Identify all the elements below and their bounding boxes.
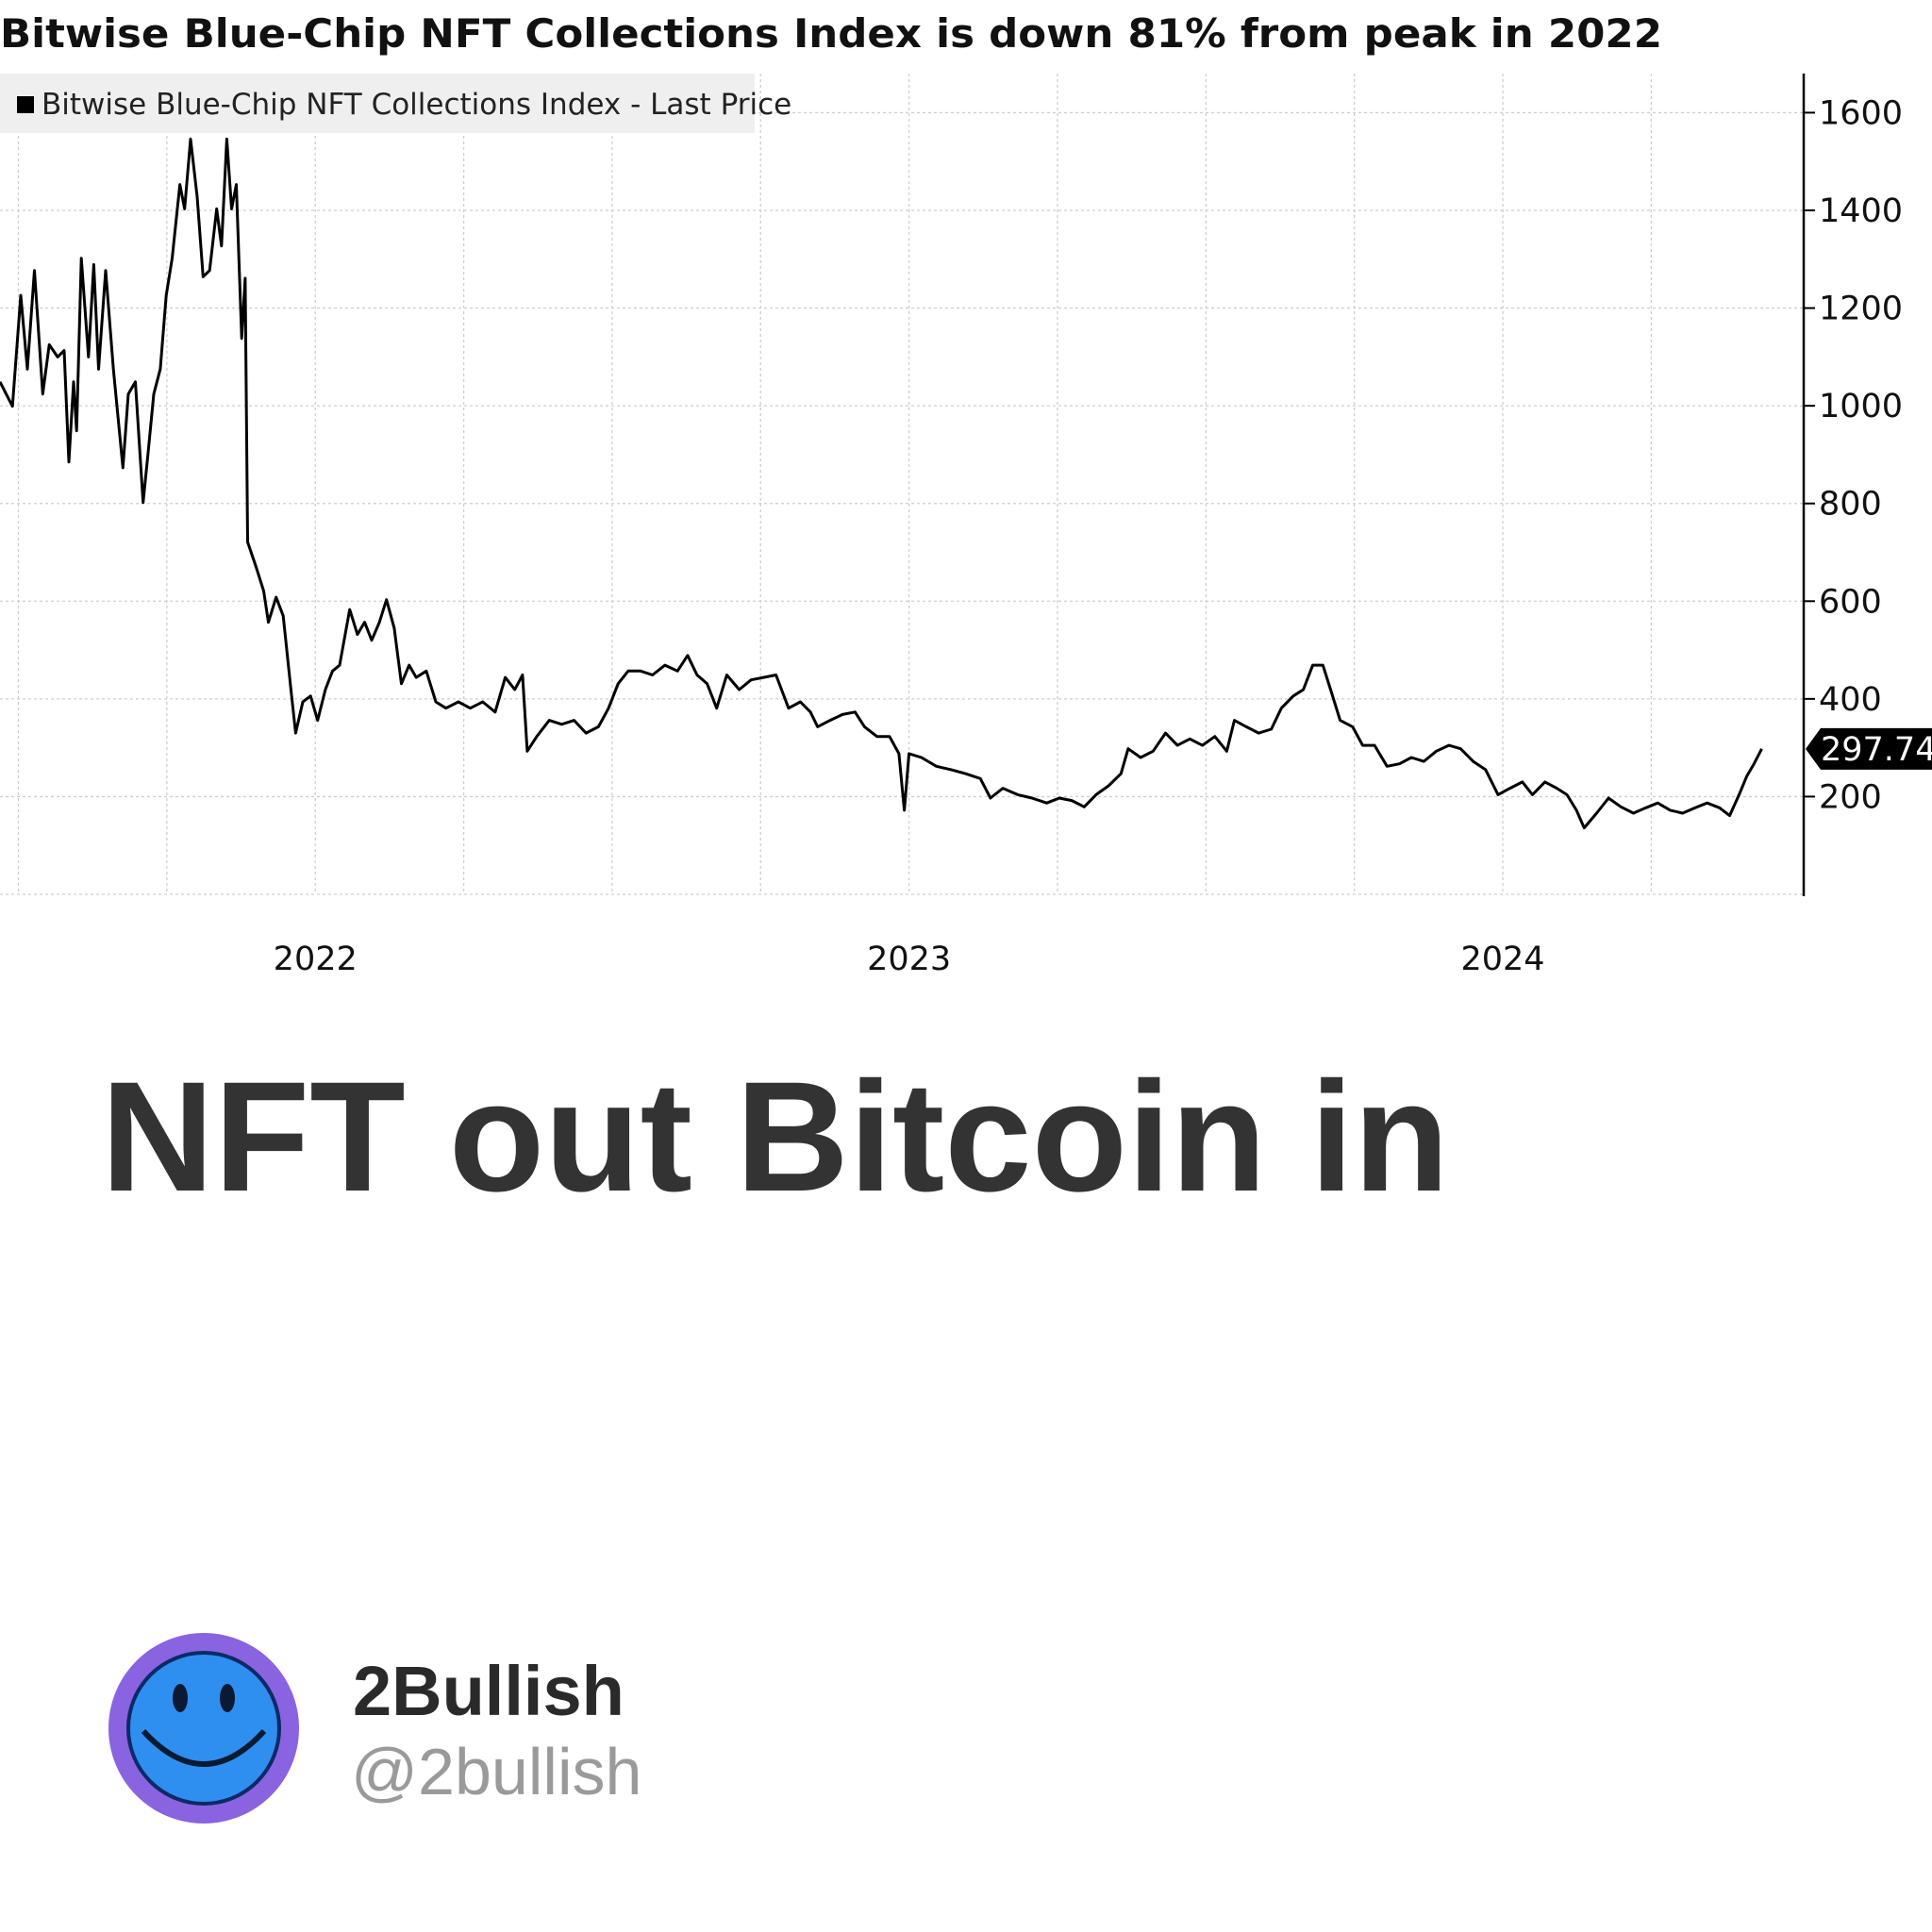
x-tick-label: 2024 [1460,941,1544,978]
x-tick-label: 2023 [867,941,951,978]
y-tick-label: 600 [1819,583,1882,621]
last-price-label: 297.74 [1821,731,1932,769]
post-text: NFT out Bitcoin in [101,1050,1449,1224]
y-tick-label: 200 [1819,778,1882,816]
legend-box [0,74,755,133]
avatar [108,1633,299,1824]
y-tick-label: 1600 [1819,94,1903,132]
y-tick-label: 800 [1819,486,1882,524]
y-tick-label: 1000 [1819,388,1903,425]
chart: Bitwise Blue-Chip NFT Collections Index … [0,10,1932,978]
y-tick-label: 400 [1819,681,1882,719]
chart-title: Bitwise Blue-Chip NFT Collections Index … [0,10,1662,57]
x-tick-label: 2022 [274,941,358,978]
legend-label: Bitwise Blue-Chip NFT Collections Index … [42,88,791,122]
author-handle: @2bullish [351,1735,641,1808]
y-tick-label: 1200 [1819,291,1903,328]
series-line [0,137,1763,830]
avatar-eye [173,1684,188,1712]
avatar-face [126,1651,281,1806]
avatar-smile [141,1728,267,1767]
avatar-eye [220,1684,235,1712]
last-price-tag [1806,727,1932,770]
author-name: 2Bullish [353,1652,625,1730]
legend-swatch [17,96,34,113]
y-tick-label: 1400 [1819,192,1903,230]
